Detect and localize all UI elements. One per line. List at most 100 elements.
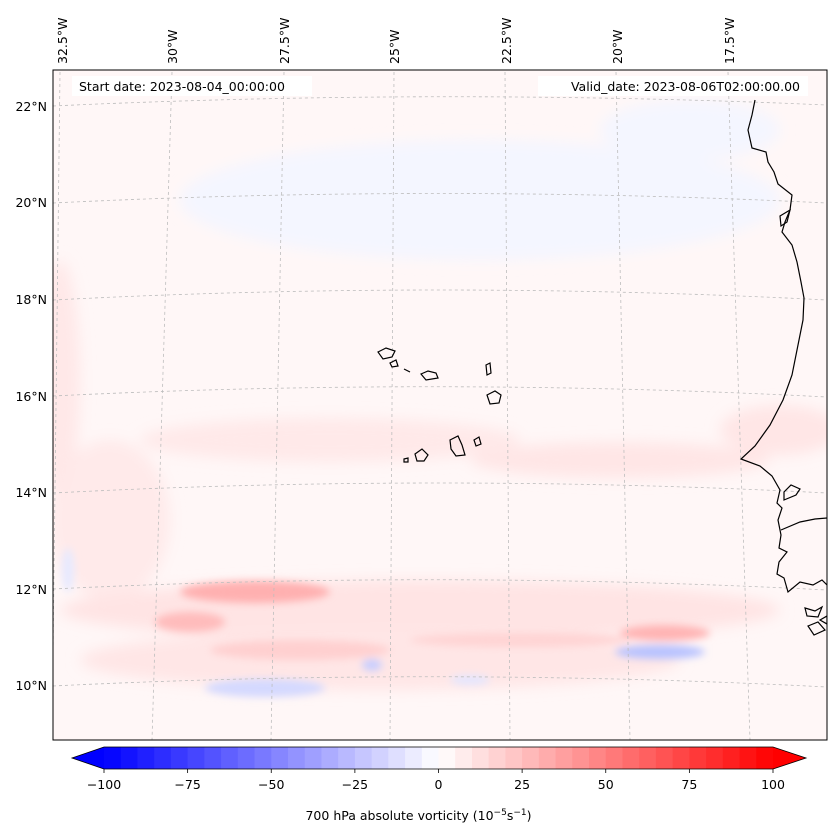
colorbar-tick-label: −100 <box>87 777 121 792</box>
weak-positive-band <box>53 260 80 500</box>
colorbar-tick-label: −50 <box>258 777 284 792</box>
colorbar-title-exp1: −5 <box>493 808 507 818</box>
colorbar-title-unit: s <box>506 808 514 824</box>
colorbar-title-prefix: 700 hPa absolute vorticity (10 <box>305 808 494 824</box>
parallel-14n <box>53 482 827 494</box>
colorbar-segment <box>338 747 356 769</box>
island-sao-nicolau <box>420 370 439 381</box>
parallel-20n <box>53 193 827 204</box>
colorbar-segment <box>572 747 590 769</box>
lon-label: 30°W <box>165 29 180 64</box>
colorbar-segment <box>639 747 657 769</box>
lon-label: 25°W <box>387 29 402 64</box>
valid-date-box <box>538 76 808 96</box>
vorticity-min <box>62 548 74 592</box>
colorbar-segment <box>471 747 490 769</box>
colorbar-segment <box>605 747 624 769</box>
colorbar-segment <box>655 747 674 769</box>
lon-label: 27.5°W <box>277 18 292 64</box>
colorbar-tick-label: 0 <box>435 777 443 792</box>
valid-date-label: Valid_date: 2023-08-06T02:00:00.00 <box>571 79 800 94</box>
island-sao-vicente <box>389 359 399 368</box>
weak-negative-region <box>600 100 780 160</box>
colorbar-segment <box>421 747 440 769</box>
colorbar-title-exp2: −1 <box>513 808 527 818</box>
island-maio <box>473 436 482 447</box>
island-sal <box>485 362 492 376</box>
colorbar-title-suffix: ) <box>526 808 532 824</box>
colorbar-segment <box>589 747 607 769</box>
coastlines <box>377 99 827 636</box>
colorbar-segment <box>120 747 139 769</box>
vorticity-max <box>620 625 710 641</box>
weak-negative-region <box>180 140 780 260</box>
vorticity-max <box>155 612 225 632</box>
colorbar-segment <box>170 747 189 769</box>
colorbar-segment <box>756 747 774 769</box>
vorticity-min <box>362 659 382 671</box>
colorbar-segment <box>254 747 272 769</box>
colorbar-segment <box>304 747 323 769</box>
colorbar-ticks: −100 −75 −50 −25 0 25 50 75 100 <box>87 769 785 792</box>
colorbar-segments <box>104 747 774 769</box>
island-boa-vista <box>486 390 502 405</box>
lat-label: 22°N <box>15 99 47 114</box>
west-africa-coastline <box>739 99 827 594</box>
parallel-22n <box>53 96 827 107</box>
colorbar-segment <box>271 747 289 769</box>
colorbar-segment <box>722 747 741 769</box>
colorbar-segment <box>187 747 205 769</box>
colorbar-segment <box>706 747 724 769</box>
lat-label: 14°N <box>15 485 47 500</box>
colorbar-segment <box>204 747 222 769</box>
colorbar-segment <box>622 747 640 769</box>
lon-label: 17.5°W <box>722 18 737 64</box>
vorticity-min <box>615 645 705 659</box>
map-frame <box>52 69 828 741</box>
colorbar-segment <box>739 747 757 769</box>
bijagos-island <box>804 605 824 618</box>
colorbar-segment <box>321 747 339 769</box>
weak-positive-band <box>53 440 170 600</box>
colorbar-segment <box>555 747 573 769</box>
lon-label: 22.5°W <box>499 18 514 64</box>
bijagos-island <box>818 615 827 625</box>
island-santa-luzia <box>403 368 411 373</box>
island-fogo <box>414 448 429 462</box>
colorbar-segment <box>137 747 155 769</box>
colorbar-segment <box>538 747 557 769</box>
lat-label: 20°N <box>15 195 47 210</box>
parallel-12n <box>53 579 827 591</box>
vorticity-max <box>210 640 390 660</box>
start-date-box <box>72 76 312 96</box>
island-brava <box>403 457 409 463</box>
colorbar-segment <box>505 747 523 769</box>
coastal-inlet <box>783 484 801 501</box>
weak-positive-band <box>470 442 770 478</box>
island-santiago <box>449 435 466 457</box>
colorbar-extend-min <box>72 747 104 769</box>
colorbar-tick-label: 75 <box>681 777 697 792</box>
colorbar-tick-label: 100 <box>761 777 785 792</box>
parallel-18n <box>53 289 827 301</box>
colorbar-tick-label: 50 <box>598 777 614 792</box>
lon-label: 32.5°W <box>55 18 70 64</box>
colorbar-segment <box>405 747 423 769</box>
vorticity-min <box>450 675 490 685</box>
gambia-coast <box>780 517 827 531</box>
parallel-16n <box>53 386 827 398</box>
lon-label: 20°W <box>610 29 625 64</box>
lat-label: 18°N <box>15 292 47 307</box>
colorbar-extend-max <box>773 747 806 769</box>
longitude-labels: 32.5°W 30°W 27.5°W 25°W 22.5°W 20°W 17.5… <box>55 18 737 64</box>
colorbar: −100 −75 −50 −25 0 25 50 75 100 <box>70 746 808 792</box>
colorbar-segment <box>522 747 540 769</box>
colorbar-segment <box>221 747 239 769</box>
colorbar-segment <box>287 747 306 769</box>
colorbar-tick-label: −75 <box>174 777 200 792</box>
weak-positive-band <box>720 405 827 455</box>
colorbar-segment <box>438 747 456 769</box>
graticule <box>53 71 827 740</box>
parallel-10n <box>53 676 827 688</box>
